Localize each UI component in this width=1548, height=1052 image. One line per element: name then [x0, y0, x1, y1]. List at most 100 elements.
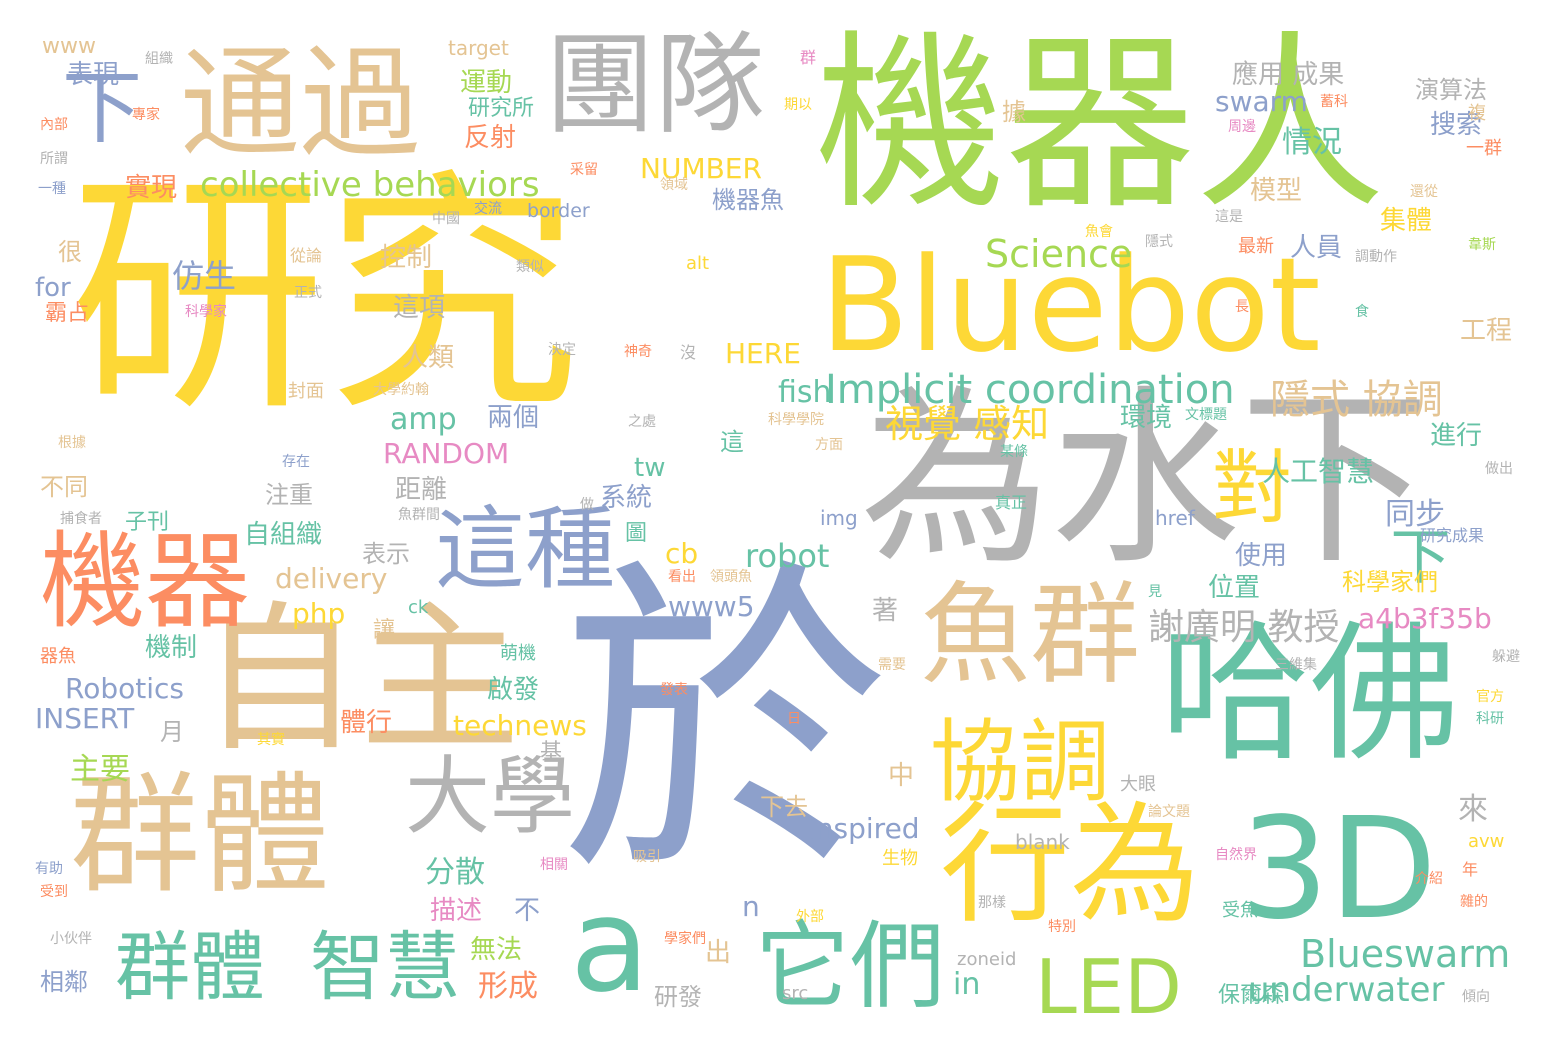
word-bu: 不 [514, 896, 541, 926]
word-qun: 群 [800, 48, 817, 67]
word-jinxing: 進行 [1430, 421, 1483, 451]
word-tongbu: 同步 [1385, 497, 1445, 532]
word-shenqi: 神奇 [624, 344, 652, 360]
word-fangsheng: 仿生 [172, 257, 237, 295]
word-conglun: 從論 [290, 246, 323, 265]
word-hen: 很 [58, 238, 82, 266]
word-tw: tw [634, 453, 666, 483]
word-daxue: 大學 [405, 748, 576, 847]
word-mei: 沒 [680, 343, 697, 362]
word-img: img [820, 506, 858, 530]
word-weizhi: 位置 [1208, 573, 1261, 603]
word-mengji: 萌機 [500, 643, 536, 664]
word-zuzhi: 組織 [145, 51, 173, 67]
word-jiqi: 機器 [40, 521, 251, 643]
word-robot: robot [745, 537, 830, 575]
word-cailiu: 采留 [570, 162, 598, 178]
word-qingxiang: 傾向 [1462, 989, 1490, 1005]
word-tixing: 體行 [340, 708, 393, 738]
word-yanfa: 研發 [654, 983, 702, 1011]
word-src: src [782, 983, 809, 1004]
word-weisi: 韋斯 [1468, 237, 1496, 253]
word-yuqunjian: 魚群間 [398, 507, 440, 523]
word-xia-blue: 下 [49, 65, 142, 145]
word-rengong-zhihui: 人工智慧 [1262, 455, 1375, 488]
word-qingkuang: 情況 [1282, 125, 1342, 160]
word-swarm: swarm [1215, 85, 1308, 118]
word-weishuixia: 為水下 [860, 369, 1431, 590]
word-tamen: 它們 [755, 912, 946, 1022]
word-gongcheng: 工程 [1460, 316, 1513, 346]
word-zikan: 子刊 [125, 510, 170, 535]
word-implicit-coordination: Implicit coordination [825, 367, 1235, 413]
word-zizhu: 自主 [200, 586, 521, 773]
word-fensan: 分散 [425, 855, 485, 890]
word-lai: 來 [1458, 792, 1488, 827]
word-jiaoliu: 交流 [474, 201, 502, 217]
word-xingwei: 行為 [940, 789, 1201, 941]
word-zhe: 這 [720, 428, 744, 456]
word-zheshi: 這是 [1215, 209, 1243, 225]
word-jiqiyu: 機器魚 [712, 186, 784, 214]
word-chang: 長 [1235, 299, 1249, 315]
word-zuochu: 做出 [1485, 461, 1513, 477]
word-kexuejiamen: 科學家們 [1342, 568, 1438, 596]
word-yue: 月 [160, 718, 184, 746]
word-jiti: 集體 [1380, 206, 1433, 236]
word-sousuo: 搜索 [1430, 110, 1483, 140]
word-miaoshu: 描述 [430, 896, 483, 926]
word-zhichu: 之處 [628, 414, 656, 430]
word-shixian: 實現 [125, 173, 178, 203]
word-href: href [1155, 506, 1195, 530]
word-moxing: 模型 [1250, 176, 1303, 206]
word-cb: cb [665, 537, 699, 570]
word-alt: alt [686, 253, 710, 274]
word-fu: 複 [1468, 103, 1486, 124]
word-haicong: 還從 [1410, 184, 1438, 200]
word-www: www [42, 34, 96, 59]
word-tebie: 特別 [1048, 919, 1076, 935]
word-yanjiu: 研究 [70, 149, 581, 446]
word-yanjiusuo: 研究所 [468, 96, 535, 121]
word-tongguo: 通過 [180, 35, 420, 174]
word-bazhan: 霸占 [45, 301, 90, 326]
word-kongzhi: 控制 [380, 243, 433, 273]
word-fanshe: 反射 [464, 123, 517, 153]
word-robotics: Robotics [65, 672, 184, 705]
word-yinshi-xietiao: 隱式 協調 [1270, 377, 1443, 423]
word-chu: 出 [705, 938, 732, 968]
word-genju: 根據 [58, 435, 86, 451]
word-ji: 基 [540, 740, 563, 765]
word-biaoxian: 表現 [67, 60, 120, 90]
word-a: a [570, 869, 650, 1021]
word-guanfang: 官方 [1476, 689, 1504, 705]
word-zhuanjia: 專家 [132, 107, 160, 123]
word-baoersen: 保爾森 [1218, 983, 1285, 1008]
word-leisi: 類似 [516, 259, 544, 275]
word-ziranjie: 自然界 [1215, 847, 1257, 863]
word-shiyong: 使用 [1235, 541, 1288, 571]
word-underwater: underwater [1248, 970, 1445, 1010]
word-border: border [527, 200, 590, 222]
word-shijue-ganzhi: 視覺 感知 [885, 402, 1050, 446]
word-jieshao: 介紹 [1415, 871, 1443, 887]
word-zhezhong: 這種 [435, 497, 615, 602]
word-yizhong: 一種 [38, 181, 66, 197]
word-xitong: 系統 [600, 483, 653, 513]
word-led: LED [1035, 943, 1182, 1031]
word-zhoubian: 周邊 [1228, 119, 1256, 135]
word-zhenzheng: 真正 [995, 493, 1028, 512]
word-zhengshi: 正式 [294, 285, 322, 301]
word-neibu: 內部 [40, 117, 68, 133]
word-zuixin: 最新 [1238, 236, 1274, 257]
word-biaoshi: 表示 [362, 540, 410, 568]
word-xuejiamen: 學家們 [664, 931, 706, 947]
word-qishi: 其實 [257, 732, 285, 748]
word-insert: INSERT [35, 702, 135, 735]
word-jian: 見 [1148, 584, 1162, 600]
word-bluebot: Bluebot [820, 229, 1321, 381]
word-qiyi: 期以 [784, 97, 812, 113]
word-butong: 不同 [40, 473, 88, 501]
word-xuyao: 需要 [878, 657, 906, 673]
word-avw: avw [1468, 831, 1505, 852]
